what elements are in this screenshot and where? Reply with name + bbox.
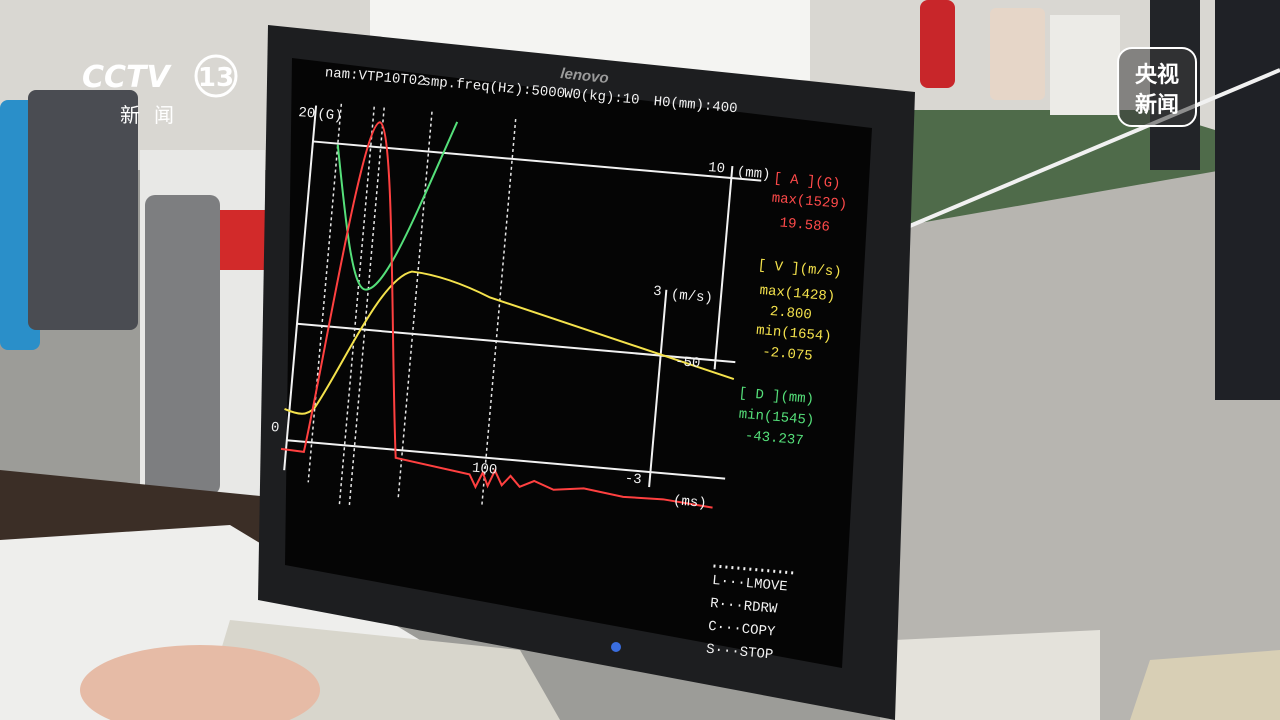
channel-sub: 新闻 [120, 103, 188, 127]
y-axis [283, 105, 318, 471]
axis-label: 100 [471, 461, 498, 479]
power-led [611, 642, 621, 652]
stanchion [145, 195, 220, 495]
velocity-curve [284, 270, 735, 415]
axis-label: 3 [652, 284, 662, 301]
marker-line [397, 111, 433, 501]
readout-line: max(1529) [771, 191, 848, 214]
readout-line: -2.075 [762, 344, 814, 364]
watermark-box [1117, 47, 1197, 127]
logo-ring [194, 54, 238, 98]
axis-label: -50 [674, 354, 701, 372]
menu-item: R···RDRW [709, 596, 778, 618]
readout-line: min(1654) [755, 323, 832, 346]
displacement-curve [336, 121, 459, 291]
axis-label: (G) [317, 107, 344, 125]
person-leg [1215, 0, 1280, 400]
monitor-screen [285, 58, 872, 668]
axis-label: (mm) [736, 165, 771, 184]
bucket [990, 8, 1045, 100]
device [895, 630, 1100, 720]
readout-title: [ V ](m/s) [757, 258, 842, 281]
header-item: H0(mm):400 [653, 94, 738, 117]
axis-label: 20 [298, 105, 316, 122]
axis-label: 10 [707, 160, 725, 177]
watermark-line: 央视 [1135, 62, 1179, 88]
axis-label: 0 [270, 420, 280, 437]
markers [307, 103, 517, 508]
readout-line: min(1545) [738, 407, 815, 430]
hand [80, 645, 320, 720]
acceleration-curve [280, 121, 713, 509]
axis-label: (ms) [672, 493, 707, 512]
marker-line [480, 118, 517, 508]
d-axis [713, 166, 734, 370]
marker-line [338, 106, 375, 506]
barrier-belt [220, 210, 265, 270]
menu-item: C···COPY [707, 619, 776, 641]
watermark-line: 新闻 [1135, 92, 1179, 118]
floor-right [880, 160, 1280, 720]
channel-number: 13 [198, 63, 234, 93]
menu-divider [713, 564, 794, 575]
menu-item: S···STOP [705, 642, 773, 664]
marker-line [348, 107, 385, 507]
rope [904, 68, 1280, 230]
readout-line: 2.800 [769, 304, 812, 324]
container [1050, 15, 1120, 115]
readout-line: max(1428) [759, 283, 836, 306]
readout-title: [ A ](G) [773, 171, 841, 193]
menu-item: L···LMOVE [711, 573, 788, 596]
suitcase [28, 90, 138, 330]
device [1130, 650, 1280, 720]
axis-label: (m/s) [670, 287, 713, 307]
channel-logo: CCTV [82, 60, 172, 95]
extinguisher [920, 0, 955, 88]
brand: lenovo [560, 65, 610, 87]
header-item: W0(kg):10 [563, 86, 640, 109]
axis-label: -3 [624, 471, 642, 488]
v-axis [648, 289, 668, 488]
readout-title: [ D ](mm) [738, 386, 815, 409]
x-axis [286, 439, 726, 480]
readout-line: 19.586 [779, 215, 831, 235]
screen-content: nam:VTP10T02 smp.freq(Hz):5000 W0(kg):10… [270, 65, 848, 664]
readout-line: -43.237 [744, 428, 804, 449]
